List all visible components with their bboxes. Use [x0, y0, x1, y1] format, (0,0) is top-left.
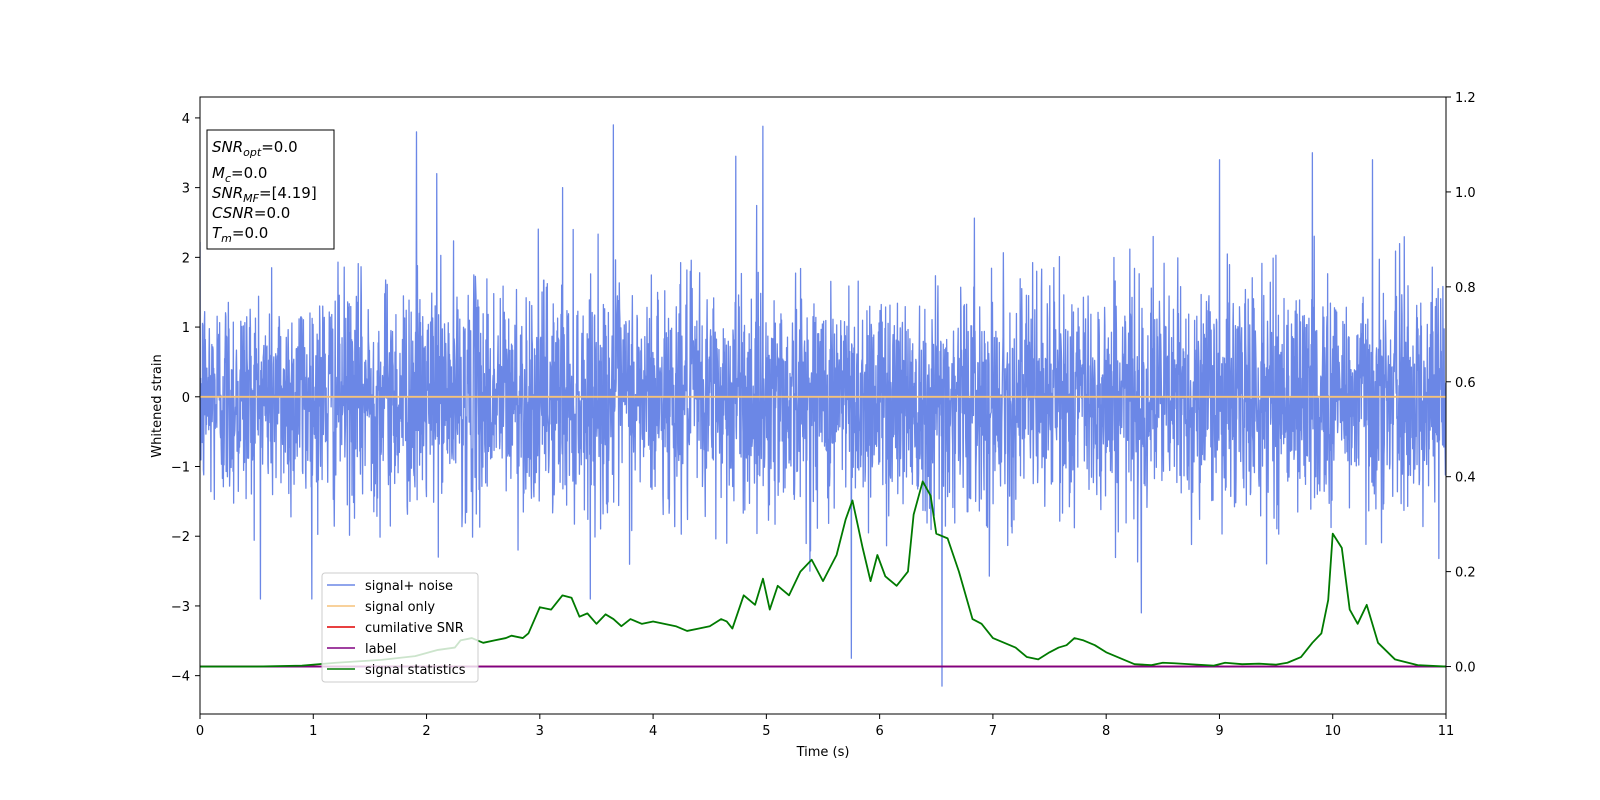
y-left-tick-label: −1: [171, 461, 190, 476]
x-tick-label: 9: [1215, 724, 1223, 739]
y-left-tick-label: 0: [182, 391, 190, 406]
info-box: SNRopt=0.0 Mc=0.0 SNRMF=[4.19] CSNR=0.0 …: [206, 129, 335, 250]
x-tick-label: 10: [1324, 724, 1341, 739]
y-axis-title: Whitened strain: [150, 354, 165, 457]
axes-frame: [199, 96, 1447, 715]
legend-label-signal-statistics: signal statistics: [365, 663, 466, 678]
info-box-frame: [206, 129, 335, 250]
x-tick-label: 5: [762, 724, 770, 739]
y-left-tick-label: −3: [171, 600, 190, 615]
x-tick-label: 6: [875, 724, 883, 739]
y-left-tick-label: 3: [182, 182, 190, 197]
y-left-tick-label: 4: [182, 112, 190, 127]
y-right-tick-label: 0.4: [1455, 471, 1476, 486]
legend-label-signal-only: signal only: [365, 600, 435, 615]
legend-label-cumulative-snr: cumilative SNR: [365, 621, 464, 636]
ticks: 0 1 2 3 4 5 6 7 8 9 10 1143210−1−2−3−41.21.00.80.60…: [171, 91, 1476, 739]
series-signal-statistics: [200, 480, 1446, 668]
y-left-tick-label: 1: [182, 321, 190, 336]
x-tick-label: 0: [196, 724, 204, 739]
x-tick-label: 11: [1438, 724, 1455, 739]
y-right-tick-label: 1.0: [1455, 186, 1476, 201]
y-left-tick-label: −2: [171, 530, 190, 545]
y-right-tick-label: 1.2: [1455, 91, 1476, 106]
x-tick-label: 7: [989, 724, 997, 739]
x-tick-label: 4: [649, 724, 657, 739]
info-snr-mf: SNRMF=[4.19]: [212, 184, 317, 205]
y-right-tick-label: 0.2: [1455, 566, 1476, 581]
legend: signal+ noise signal only cumilative SNR…: [321, 572, 479, 683]
legend-label-label: label: [365, 642, 396, 657]
x-axis-title: Time (s): [796, 745, 850, 760]
y-left-tick-label: −4: [171, 670, 190, 685]
x-tick-label: 3: [536, 724, 544, 739]
x-tick-label: 8: [1102, 724, 1110, 739]
y-right-tick-label: 0.0: [1455, 661, 1476, 676]
x-tick-label: 1: [309, 724, 317, 739]
info-snr-opt: SNRopt=0.0: [212, 138, 298, 159]
legend-frame: [321, 572, 479, 683]
info-tm: Tm=0.0: [212, 224, 268, 245]
info-mc: Mc=0.0: [212, 164, 267, 185]
series-signal-noise: [200, 124, 1446, 687]
y-right-tick-label: 0.8: [1455, 281, 1476, 296]
legend-label-signal-noise: signal+ noise: [365, 579, 453, 594]
info-csnr: CSNR=0.0: [212, 204, 290, 222]
x-tick-label: 2: [422, 724, 430, 739]
y-right-tick-label: 0.6: [1455, 376, 1476, 391]
y-left-tick-label: 2: [182, 251, 190, 266]
